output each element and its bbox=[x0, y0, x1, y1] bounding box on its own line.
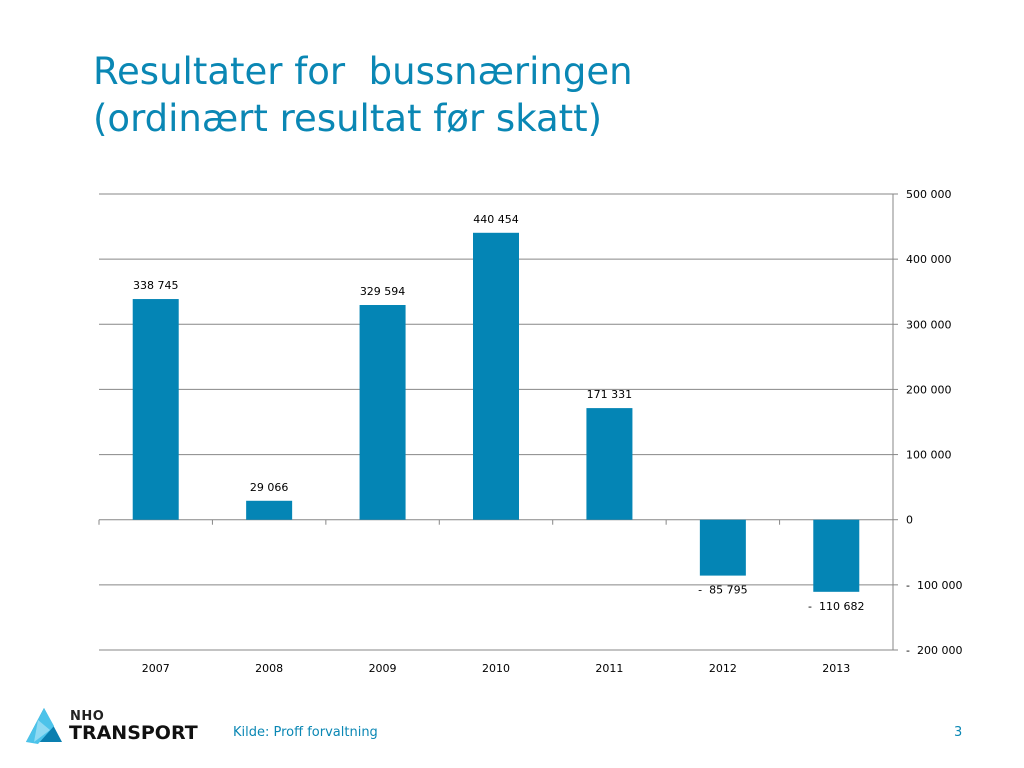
y-tick-label: 500 000 bbox=[906, 188, 952, 201]
x-category-label: 2013 bbox=[822, 662, 850, 675]
x-category-label: 2009 bbox=[369, 662, 397, 675]
data-label: 171 331 bbox=[587, 388, 633, 401]
x-category-label: 2007 bbox=[142, 662, 170, 675]
x-category-label: 2010 bbox=[482, 662, 510, 675]
bar-2012 bbox=[699, 519, 746, 576]
data-label: - 110 682 bbox=[808, 600, 864, 613]
slide-title-line-2: (ordinært resultat før skatt) bbox=[93, 97, 603, 140]
labels: 500 000 400 000 300 000 200 000 100 000 0 - 10… bbox=[133, 188, 962, 675]
nho-transport-logo: NHO TRANSPORT bbox=[24, 706, 199, 748]
x-category-label: 2011 bbox=[595, 662, 623, 675]
bar-2010 bbox=[473, 232, 519, 520]
data-label: 329 594 bbox=[360, 285, 406, 298]
page-number: 3 bbox=[954, 725, 963, 740]
data-label: - 85 795 bbox=[698, 584, 747, 597]
data-label: 338 745 bbox=[133, 279, 179, 292]
bar-2011 bbox=[586, 408, 633, 520]
y-tick-label: 200 000 bbox=[906, 383, 952, 396]
bar-2008 bbox=[246, 500, 293, 520]
data-label: 29 066 bbox=[250, 481, 289, 494]
data-label: 440 454 bbox=[473, 213, 519, 226]
nho-logo-icon bbox=[26, 708, 62, 744]
slide-title-line-1: Resultater for bussnæringen bbox=[93, 50, 633, 93]
bar-2013 bbox=[813, 519, 860, 592]
y-tick-label: 100 000 bbox=[906, 449, 952, 462]
x-category-label: 2012 bbox=[709, 662, 737, 675]
axes bbox=[98, 193, 898, 651]
slide-title: Resultater for bussnæringen (ordinært re… bbox=[93, 48, 633, 142]
bar-2007 bbox=[132, 299, 179, 520]
y-tick-label: 0 bbox=[906, 514, 913, 527]
logo-text-transport: TRANSPORT bbox=[69, 722, 198, 744]
x-category-label: 2008 bbox=[255, 662, 283, 675]
y-tick-label: 300 000 bbox=[906, 318, 952, 331]
source-note: Kilde: Proff forvaltning bbox=[233, 725, 378, 740]
y-tick-label: - 100 000 bbox=[906, 579, 962, 592]
bar-2009 bbox=[359, 305, 406, 520]
logo-text-nho: NHO bbox=[70, 709, 105, 724]
bars bbox=[132, 232, 860, 592]
y-tick-label: - 200 000 bbox=[906, 644, 962, 657]
y-tick-label: 400 000 bbox=[906, 253, 952, 266]
